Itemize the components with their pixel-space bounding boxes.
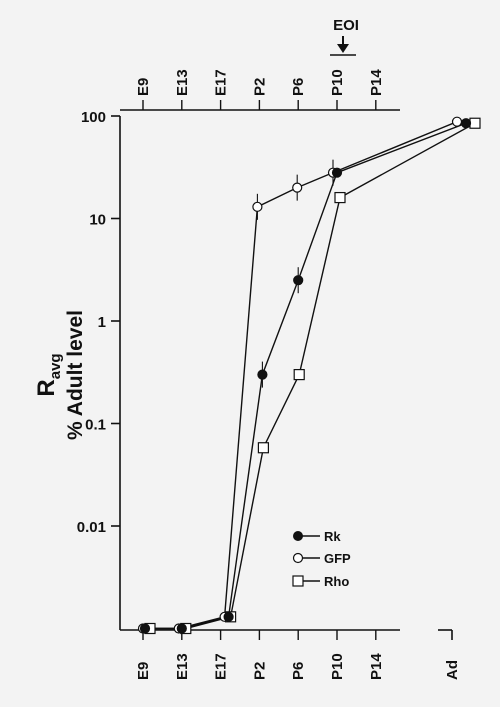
series-markers (137, 116, 481, 635)
eoi-arrow-head (337, 44, 349, 53)
data-point-gfp (451, 116, 463, 127)
error-bars (256, 159, 334, 388)
x-tick-bottom-label: P14 (368, 653, 385, 680)
data-point-rk (257, 369, 268, 380)
legend-rho-marker (292, 575, 304, 587)
y-axis-label: Ravg % Adult level (33, 310, 87, 440)
legend-item-gfp: GFP (292, 551, 351, 566)
x-tick-top-label: E17 (213, 69, 230, 96)
data-point-gfp (292, 182, 303, 193)
x-tick-bottom-label: E17 (213, 653, 230, 680)
eoi-annotation: EOI (330, 17, 359, 56)
y-ticks: 100 10 1 0.1 0.01 (77, 109, 120, 536)
x-tick-bottom-label-adult: Ad (444, 660, 461, 680)
x-tick-top-label: E13 (174, 69, 191, 96)
y-tick-label: 0.01 (77, 519, 106, 536)
legend-rk-marker (293, 531, 303, 541)
x-tick-top-label: P10 (329, 69, 346, 96)
x-tick-top-label: P6 (290, 78, 307, 96)
data-point-rk (460, 118, 472, 129)
data-point-rho (293, 368, 305, 381)
data-point-rho (334, 191, 346, 204)
y-tick-label: 100 (81, 109, 106, 126)
y-axis-label-main: R (33, 379, 60, 396)
x-ticks-bottom: E9 E13 E17 P2 P6 P10 P14 Ad (135, 630, 461, 680)
data-point-gfp (252, 201, 263, 212)
data-point-rk (331, 167, 343, 178)
x-tick-bottom-label: P10 (329, 653, 346, 680)
legend-item-rk: Rk (293, 529, 341, 544)
x-tick-top-label: E9 (135, 78, 152, 96)
data-point-rk (223, 611, 234, 622)
y-axis-label-secondary: % Adult level (64, 310, 87, 440)
data-point-rk (293, 275, 304, 286)
series-line-rk (145, 122, 467, 630)
x-tick-top-label: P14 (368, 69, 385, 96)
x-tick-top-label: P2 (251, 78, 268, 96)
x-tick-bottom-label: P2 (251, 662, 268, 680)
legend-gfp-marker (292, 552, 304, 564)
y-tick-label: 1 (98, 314, 106, 331)
data-point-rho (469, 117, 481, 129)
legend: Rk GFP Rho (292, 529, 351, 589)
y-tick-label: 0.1 (85, 417, 106, 434)
legend-rk-label: Rk (324, 529, 341, 544)
series-lines (143, 121, 476, 630)
series-line-rho (150, 122, 476, 630)
svg-text:Ravg: Ravg (33, 353, 64, 396)
x-tick-bottom-label: E9 (135, 662, 152, 680)
x-ticks-top: E9 E13 E17 P2 P6 P10 P14 (135, 69, 385, 110)
data-point-rho (257, 442, 269, 454)
eoi-label: EOI (333, 17, 359, 34)
y-tick-label: 10 (89, 212, 106, 229)
data-point-rk (139, 623, 151, 634)
legend-item-rho: Rho (292, 574, 349, 589)
axes (119, 109, 453, 640)
data-point-rk (176, 623, 187, 634)
x-tick-bottom-label: P6 (290, 662, 307, 680)
legend-gfp-label: GFP (324, 551, 351, 566)
y-axis-label-subscript: avg (47, 353, 64, 379)
x-tick-bottom-label: E13 (174, 653, 191, 680)
legend-rho-label: Rho (324, 574, 349, 589)
